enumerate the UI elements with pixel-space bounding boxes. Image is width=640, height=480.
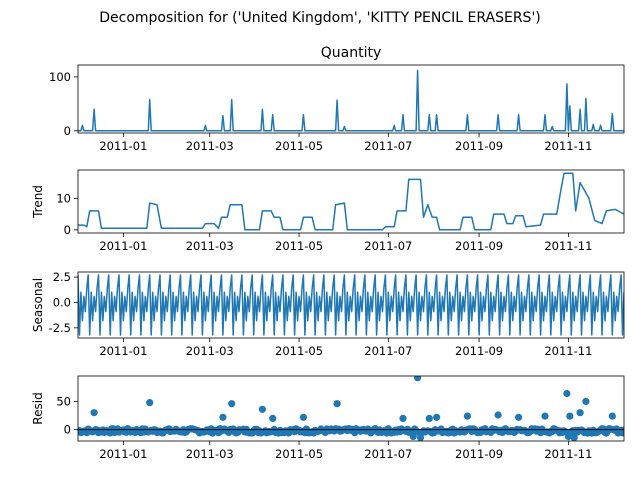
resid-point	[409, 432, 417, 441]
quantity-line	[78, 69, 624, 132]
axes-frame	[77, 375, 625, 442]
seasonal-line	[78, 274, 624, 336]
y-tick-label: -2.5	[49, 321, 71, 335]
x-tick-label: 2011-07	[364, 344, 412, 358]
x-tick-label: 2011-03	[186, 447, 234, 461]
y-tick-label: 0	[64, 223, 71, 237]
x-tick-label: 2011-11	[544, 139, 592, 153]
panel-3: 2011-01 2011-03 2011-05 2011-07 2011-09 2011-…	[31, 270, 625, 358]
y-tick-label: 0	[64, 423, 71, 437]
resid-point	[541, 412, 549, 420]
x-tick-label: 2011-09	[455, 139, 503, 153]
x-tick-label: 2011-03	[186, 139, 234, 153]
resid-point	[570, 434, 578, 441]
y-tick-label: 100	[49, 70, 71, 84]
resid-point	[433, 413, 441, 421]
axes-frame	[77, 64, 625, 134]
axes-frame	[77, 169, 625, 234]
trend-line	[78, 172, 624, 231]
y-axis-label: Seasonal	[31, 278, 45, 332]
x-tick-label: 2011-07	[364, 139, 412, 153]
resid-point	[463, 412, 471, 420]
y-tick-label: 0.0	[53, 295, 71, 309]
x-tick-label: 2011-03	[186, 344, 234, 358]
x-tick-label: 2011-11	[544, 447, 592, 461]
x-tick-label: 2011-05	[275, 447, 323, 461]
x-tick-label: 2011-11	[544, 239, 592, 253]
y-tick-label: 2.5	[53, 270, 71, 284]
resid-point	[269, 414, 277, 422]
resid-point	[90, 409, 98, 417]
x-tick-label: 2011-05	[275, 139, 323, 153]
panels-group: 2011-01 2011-03 2011-05 2011-07 2011-09 2011-…	[31, 45, 625, 461]
x-tick-label: 2011-01	[99, 447, 147, 461]
figure-suptitle: Decomposition for ('United Kingdom', 'KI…	[99, 10, 541, 26]
y-tick-label: 10	[56, 191, 71, 205]
resid-point	[414, 376, 422, 382]
x-tick-label: 2011-09	[455, 344, 503, 358]
panel-4: 2011-01 2011-03 2011-05 2011-07 2011-09 2011-…	[31, 375, 625, 461]
x-tick-label: 2011-09	[455, 447, 503, 461]
resid-point	[608, 412, 616, 420]
resid-point	[299, 413, 307, 421]
x-tick-label: 2011-09	[455, 239, 503, 253]
resid-point	[563, 389, 571, 398]
plot-area	[78, 69, 624, 132]
x-tick-label: 2011-03	[186, 239, 234, 253]
resid-point	[228, 400, 236, 408]
resid-point	[620, 426, 624, 434]
resid-point	[333, 400, 341, 408]
resid-point	[576, 409, 584, 417]
resid-point	[146, 399, 154, 407]
panel-1: 2011-01 2011-03 2011-05 2011-07 2011-09 2011-…	[49, 45, 625, 153]
x-tick-label: 2011-07	[364, 239, 412, 253]
resid-point	[425, 414, 433, 422]
x-tick-label: 2011-01	[99, 239, 147, 253]
resid-point	[494, 411, 502, 419]
x-tick-label: 2011-11	[544, 344, 592, 358]
x-tick-label: 2011-01	[99, 344, 147, 358]
axes-frame	[77, 271, 625, 339]
resid-point	[219, 413, 227, 421]
panel-2: 2011-01 2011-03 2011-05 2011-07 2011-09 2011-…	[31, 169, 625, 253]
resid-point	[515, 413, 523, 421]
panel-title: Quantity	[321, 45, 382, 61]
x-tick-label: 2011-01	[99, 139, 147, 153]
x-tick-label: 2011-05	[275, 344, 323, 358]
y-tick-label: 0	[64, 124, 71, 138]
plot-area	[78, 172, 624, 231]
resid-point	[566, 412, 574, 420]
y-axis-label: Resid	[31, 392, 45, 424]
x-tick-label: 2011-07	[364, 447, 412, 461]
resid-point	[399, 414, 407, 422]
resid-point	[258, 405, 266, 413]
resid-point	[582, 397, 590, 405]
y-axis-label: Trend	[31, 185, 45, 219]
x-tick-label: 2011-05	[275, 239, 323, 253]
plot-area	[78, 274, 624, 336]
plot-area	[78, 376, 624, 441]
y-tick-label: 50	[56, 394, 71, 408]
